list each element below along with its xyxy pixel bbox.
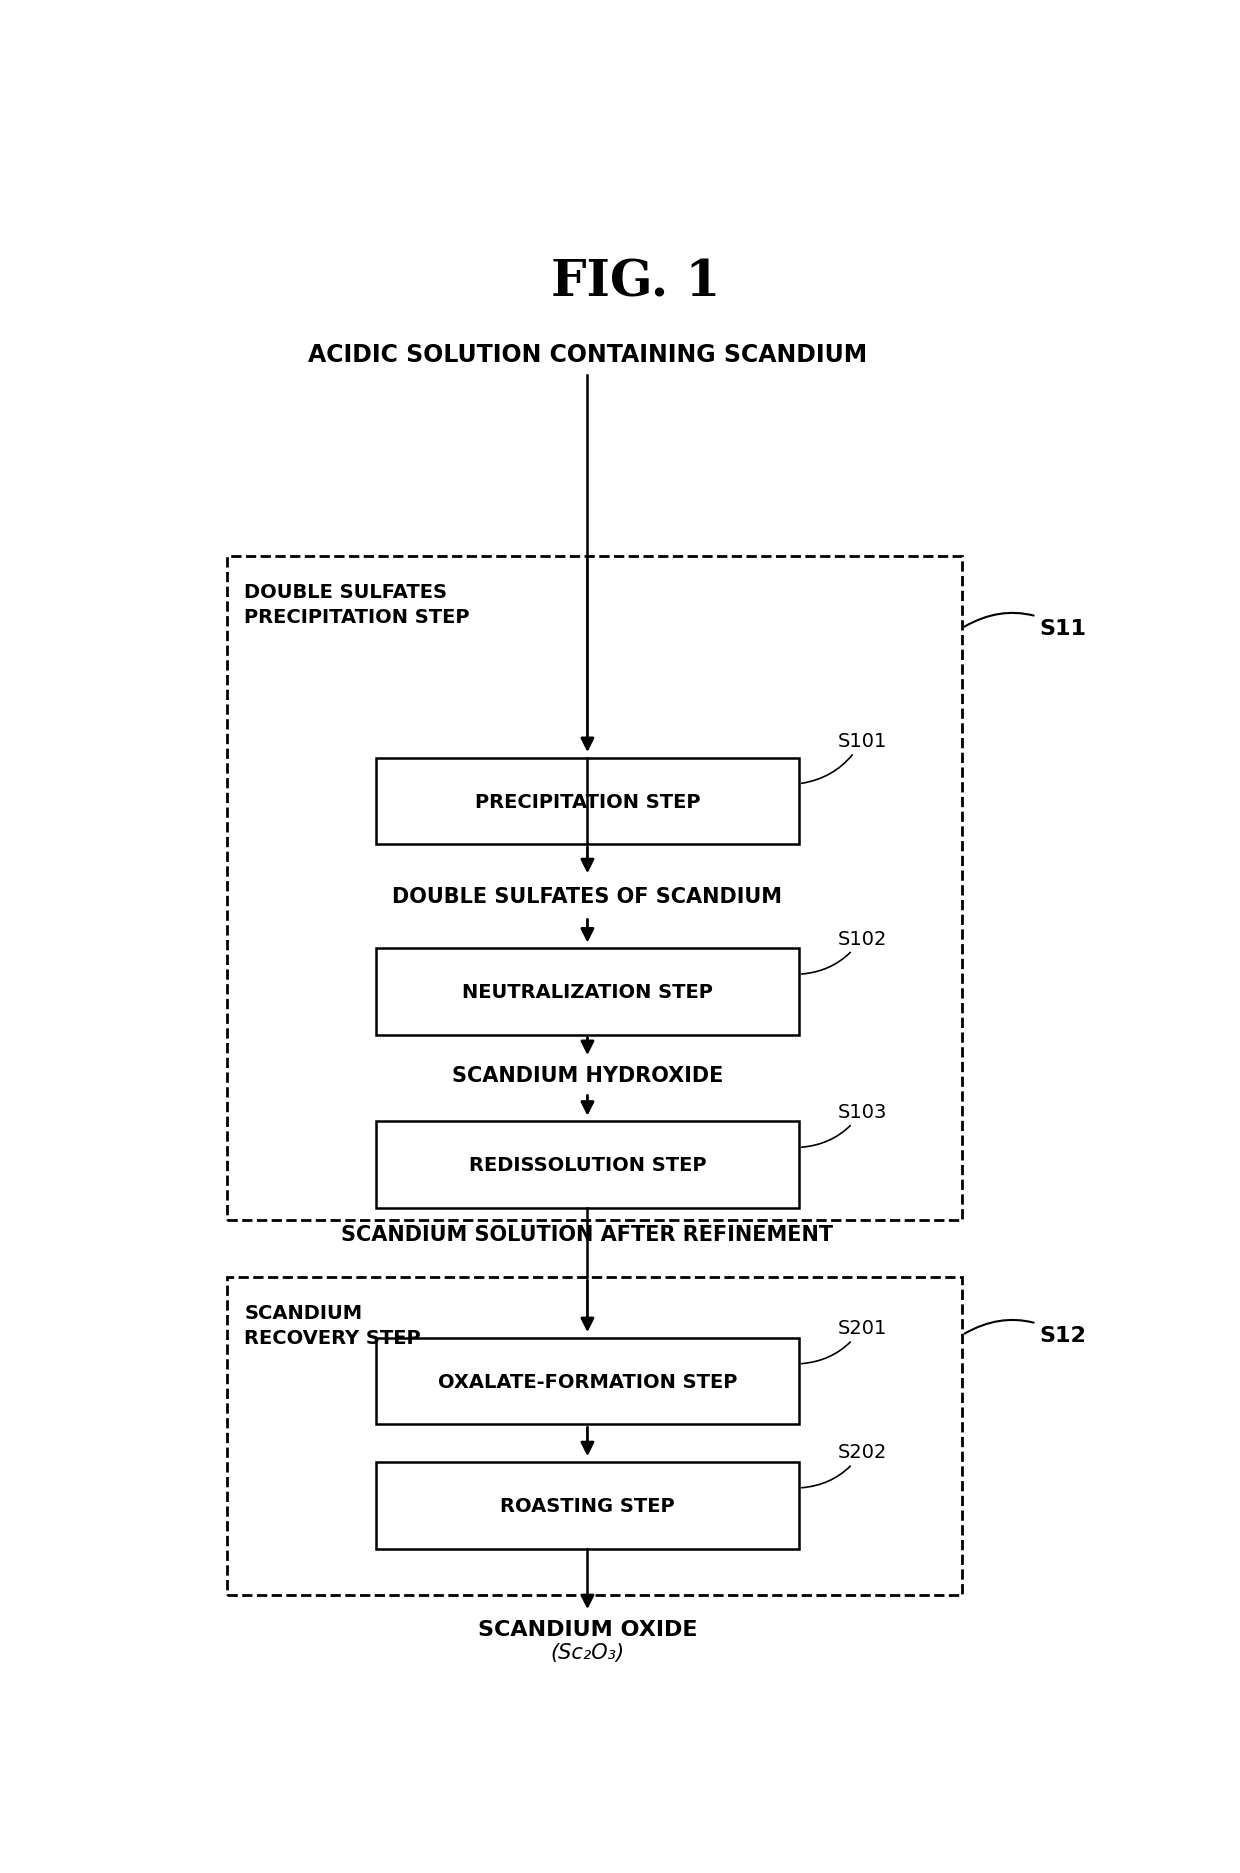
Text: S202: S202: [801, 1442, 887, 1487]
Text: ROASTING STEP: ROASTING STEP: [500, 1497, 675, 1515]
Text: S102: S102: [801, 929, 887, 974]
Bar: [376, 759, 799, 845]
Text: NEUTRALIZATION STEP: NEUTRALIZATION STEP: [463, 983, 713, 1002]
Bar: [227, 1277, 962, 1596]
Text: S101: S101: [801, 732, 887, 785]
Text: SCANDIUM SOLUTION AFTER REFINEMENT: SCANDIUM SOLUTION AFTER REFINEMENT: [341, 1225, 833, 1244]
Text: SCANDIUM OXIDE: SCANDIUM OXIDE: [477, 1620, 697, 1639]
Text: REDISSOLUTION STEP: REDISSOLUTION STEP: [469, 1156, 707, 1174]
Text: (Sc₂O₃): (Sc₂O₃): [551, 1643, 625, 1663]
Text: PRECIPITATION STEP: PRECIPITATION STEP: [475, 792, 701, 811]
Text: SCANDIUM HYDROXIDE: SCANDIUM HYDROXIDE: [451, 1066, 723, 1086]
Bar: [376, 1337, 799, 1425]
Text: S103: S103: [801, 1101, 887, 1148]
Bar: [376, 1122, 799, 1208]
Text: ACIDIC SOLUTION CONTAINING SCANDIUM: ACIDIC SOLUTION CONTAINING SCANDIUM: [308, 343, 867, 367]
Bar: [376, 950, 799, 1036]
Text: S11: S11: [965, 614, 1086, 639]
Bar: [227, 556, 962, 1219]
Text: DOUBLE SULFATES
PRECIPITATION STEP: DOUBLE SULFATES PRECIPITATION STEP: [244, 583, 470, 626]
Text: S12: S12: [965, 1320, 1086, 1345]
Text: FIG. 1: FIG. 1: [551, 258, 720, 307]
Text: S201: S201: [801, 1319, 887, 1364]
Bar: [376, 1463, 799, 1549]
Text: OXALATE-FORMATION STEP: OXALATE-FORMATION STEP: [438, 1371, 737, 1392]
Text: SCANDIUM
RECOVERY STEP: SCANDIUM RECOVERY STEP: [244, 1304, 422, 1347]
Text: DOUBLE SULFATES OF SCANDIUM: DOUBLE SULFATES OF SCANDIUM: [392, 886, 782, 907]
